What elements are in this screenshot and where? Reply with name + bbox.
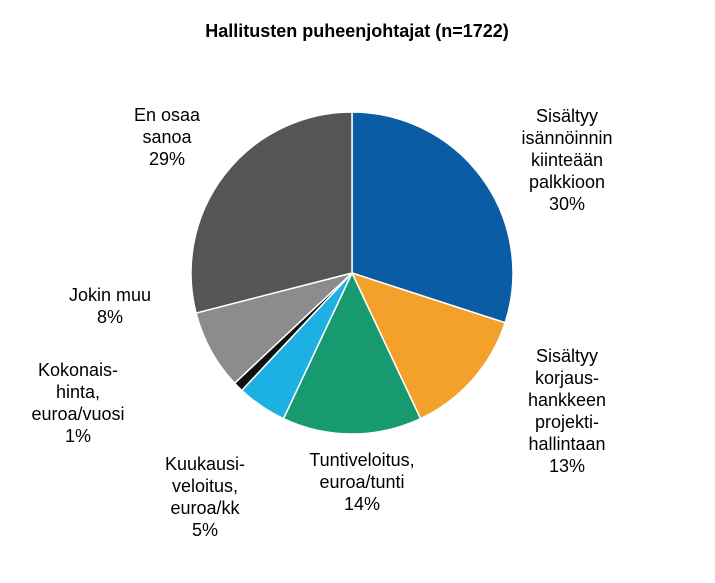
pie-slice <box>350 271 507 420</box>
slice-label-line: sanoa <box>142 127 192 147</box>
slice-label: Kokonais-hinta, euroa/vuosi 1% <box>31 360 124 446</box>
slice-label-line: Jokin muu <box>69 285 151 305</box>
slice-label-line: projekti- <box>535 412 599 432</box>
slice-label-line: En osaa <box>134 105 201 125</box>
slice-label-line: euroa/kk <box>170 498 240 518</box>
slice-value-label: 30% <box>549 194 585 214</box>
slice-label-line: veloitus, <box>172 476 238 496</box>
chart-title: Hallitusten puheenjohtajat (n=1722) <box>205 21 509 41</box>
slice-label: Kuukausi-veloitus, euroa/kk 5% <box>165 454 245 540</box>
slice-label-line: isännöinnin <box>521 128 612 148</box>
slice-label-line: Sisältyy <box>536 346 598 366</box>
slice-value-label: 14% <box>344 494 380 514</box>
slice-value-label: 5% <box>192 520 218 540</box>
slice-value-label: 13% <box>549 456 585 476</box>
pie-slice <box>282 271 422 435</box>
slice-label-line: palkkioon <box>529 172 605 192</box>
slice-label-line: hallintaan <box>528 434 605 454</box>
slice-label-line: euroa/vuosi <box>31 404 124 424</box>
slice-label: Sisältyy korjaus-hankkeen projekti-hallint… <box>528 346 606 476</box>
slice-label: Sisältyy isännöinnin kiinteään palkkioon 30% <box>521 106 612 214</box>
pie-slice <box>351 111 514 324</box>
slice-label: Jokin muu 8% <box>69 285 151 327</box>
slice-label-line: kiinteään <box>531 150 603 170</box>
slice-label-line: Kuukausi- <box>165 454 245 474</box>
slice-label-line: Sisältyy <box>536 106 598 126</box>
slice-label: En osaa sanoa 29% <box>134 105 201 169</box>
slice-label: Tuntiveloitus, euroa/tunti 14% <box>309 450 414 514</box>
slice-label-line: euroa/tunti <box>319 472 404 492</box>
slice-label-line: hankkeen <box>528 390 606 410</box>
slice-value-label: 29% <box>149 149 185 169</box>
slice-label-line: Kokonais- <box>38 360 118 380</box>
slice-label-line: Tuntiveloitus, <box>309 450 414 470</box>
slice-value-label: 8% <box>97 307 123 327</box>
slice-value-label: 1% <box>65 426 91 446</box>
pie-slice <box>190 111 353 314</box>
slice-label-line: hinta, <box>56 382 100 402</box>
slice-label-line: korjaus- <box>535 368 599 388</box>
